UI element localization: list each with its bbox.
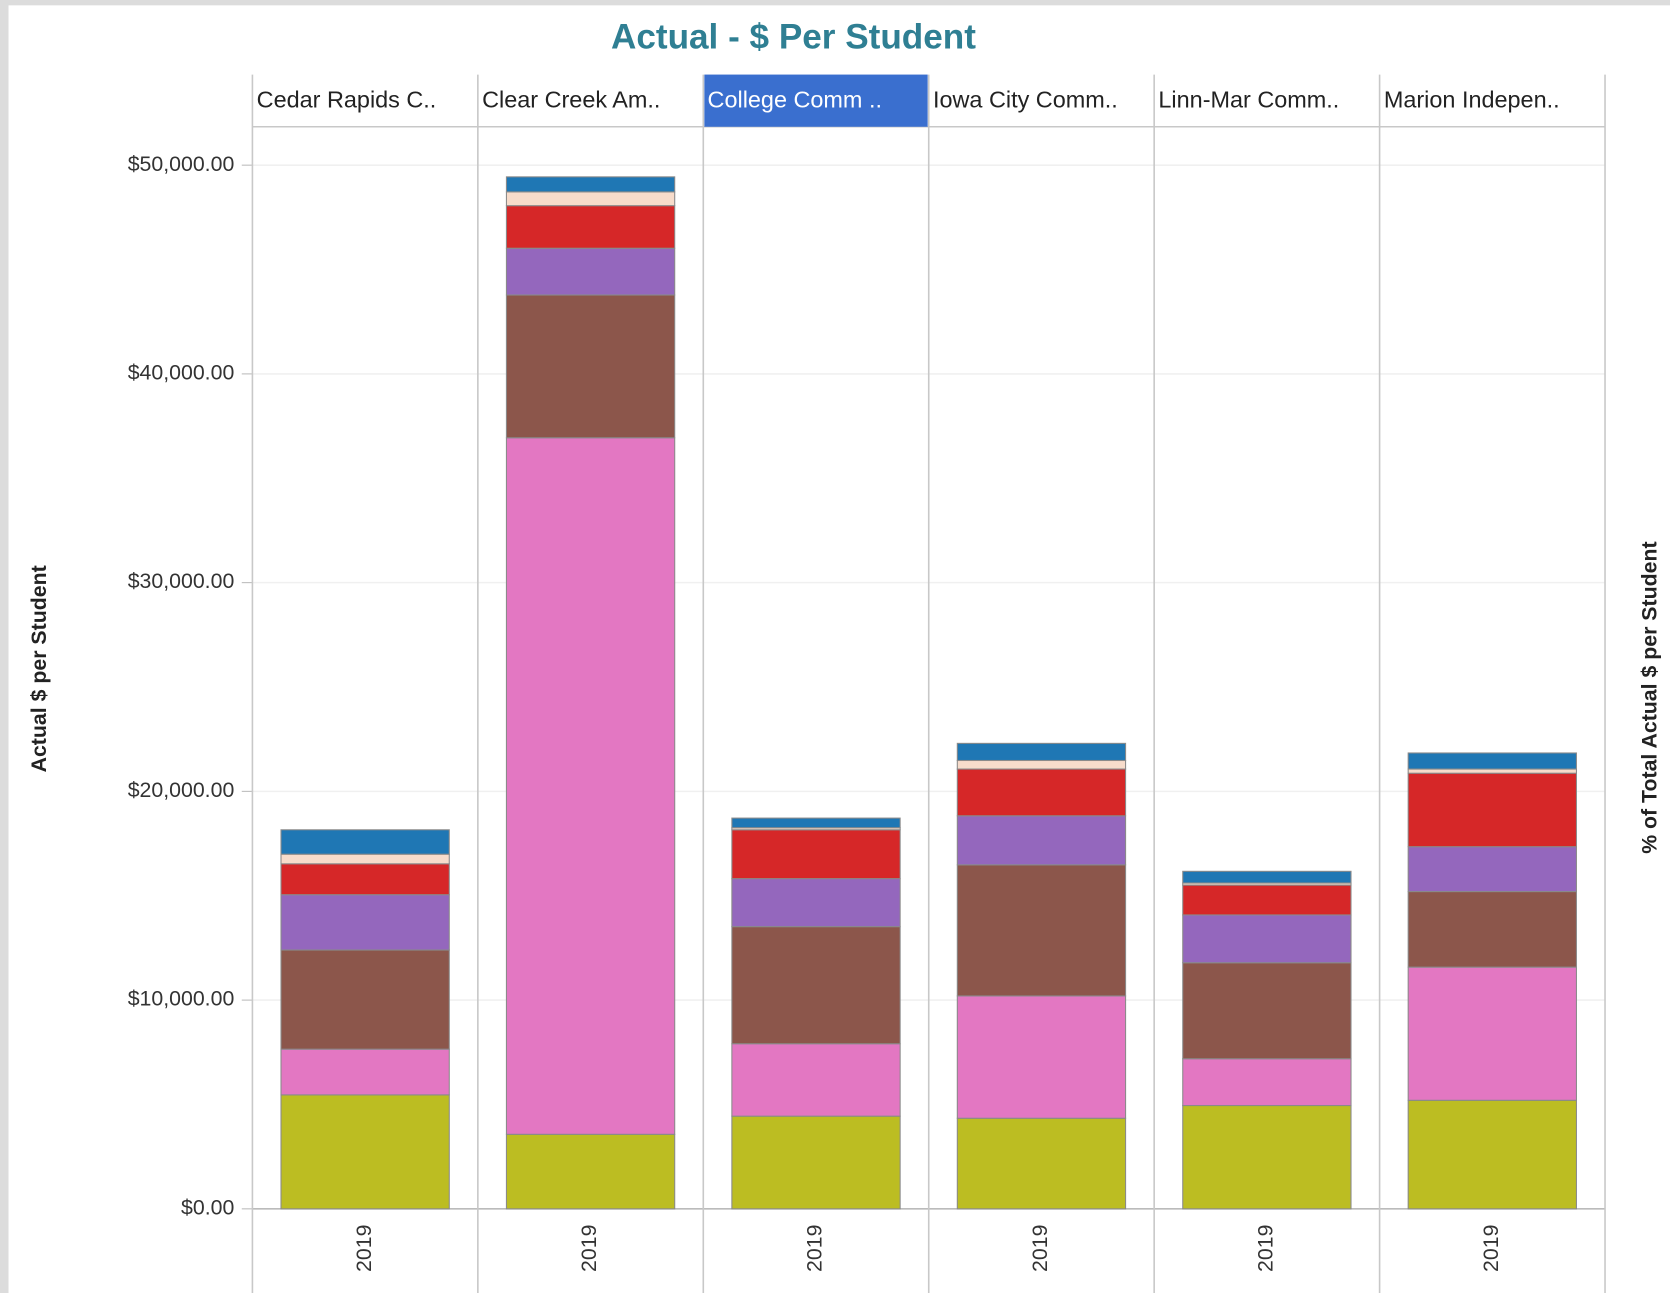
bar-segment bbox=[280, 1048, 450, 1096]
y-tick-label: $20,000.00 bbox=[128, 778, 235, 802]
bar-segment bbox=[1407, 768, 1577, 774]
bar-segment bbox=[731, 878, 901, 928]
bar-segment bbox=[956, 1117, 1127, 1210]
bar-segment bbox=[731, 926, 901, 1045]
bar-segment bbox=[280, 829, 450, 855]
bar-segment bbox=[505, 294, 676, 439]
bar-segment bbox=[956, 815, 1127, 866]
facet-header: Marion Indepen.. bbox=[1384, 86, 1560, 112]
y-axis-label: Actual $ per Student bbox=[27, 565, 51, 772]
x-tick-label: 2019 bbox=[803, 1225, 827, 1272]
bar-segment bbox=[280, 894, 450, 951]
bar-segment bbox=[1407, 891, 1577, 968]
bar-segment bbox=[505, 1133, 676, 1210]
bar-segment bbox=[1407, 846, 1577, 893]
bar-segment bbox=[1182, 1104, 1352, 1210]
bar-segment bbox=[280, 863, 450, 896]
bar-segment bbox=[956, 864, 1127, 997]
bar-segment bbox=[731, 1043, 901, 1117]
bar-segment bbox=[1182, 962, 1352, 1060]
facet-header: Linn-Mar Comm.. bbox=[1158, 86, 1339, 112]
facet-header: Iowa City Comm.. bbox=[933, 86, 1118, 112]
bar-segment bbox=[280, 949, 450, 1050]
x-tick-label: 2019 bbox=[577, 1225, 601, 1272]
bar-segment bbox=[1407, 752, 1577, 770]
facet-header: College Comm .. bbox=[708, 86, 882, 112]
bar-segment bbox=[731, 817, 901, 829]
bar-segment bbox=[1407, 1099, 1577, 1210]
y-tick-label: $30,000.00 bbox=[128, 569, 235, 593]
bar-segment bbox=[731, 1115, 901, 1210]
x-tick-label: 2019 bbox=[1254, 1225, 1278, 1272]
bar-segment bbox=[1182, 914, 1352, 964]
bar-segment bbox=[731, 829, 901, 880]
x-tick-label: 2019 bbox=[352, 1225, 376, 1272]
bar-segment bbox=[505, 205, 676, 249]
y-tick-label: $0.00 bbox=[181, 1195, 234, 1219]
bar-segment bbox=[1182, 884, 1352, 916]
bar-segment bbox=[956, 759, 1127, 770]
bar-segment bbox=[1182, 870, 1352, 884]
bar-segment bbox=[1182, 1058, 1352, 1107]
bar-segment bbox=[956, 768, 1127, 817]
bar-segment bbox=[505, 437, 676, 1135]
bar-segment bbox=[1407, 772, 1577, 848]
x-tick-label: 2019 bbox=[1028, 1225, 1052, 1272]
y-tick-label: $10,000.00 bbox=[128, 987, 235, 1011]
bar-segment bbox=[505, 176, 676, 193]
bar-segment bbox=[505, 247, 676, 296]
y-tick-label: $40,000.00 bbox=[128, 361, 235, 385]
bar-segment bbox=[505, 191, 676, 207]
x-tick-label: 2019 bbox=[1479, 1225, 1503, 1272]
bar-segment bbox=[1407, 966, 1577, 1101]
bar-segment bbox=[956, 995, 1127, 1119]
bar-segment bbox=[280, 1094, 450, 1210]
bar-segment bbox=[280, 853, 450, 865]
y-tick-label: $50,000.00 bbox=[128, 152, 235, 176]
facet-header: Cedar Rapids C.. bbox=[257, 86, 437, 112]
facet-header: Clear Creek Am.. bbox=[482, 86, 660, 112]
chart-title: Actual - $ Per Student bbox=[611, 18, 976, 57]
y2-axis-label: % of Total Actual $ per Student bbox=[1637, 541, 1661, 853]
bar-segment bbox=[956, 742, 1127, 762]
header-selected bbox=[704, 74, 928, 127]
